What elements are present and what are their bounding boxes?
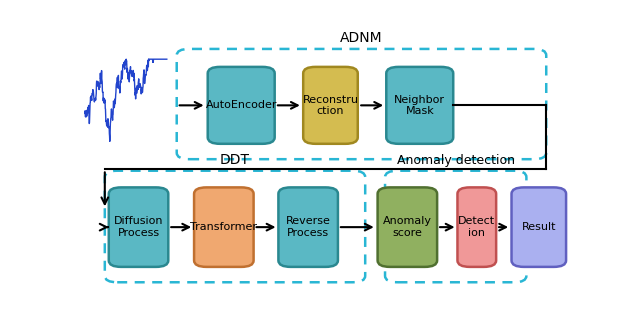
FancyBboxPatch shape xyxy=(458,187,496,267)
FancyBboxPatch shape xyxy=(387,67,453,144)
Text: Reconstru
ction: Reconstru ction xyxy=(303,95,358,116)
Text: Anomaly
score: Anomaly score xyxy=(383,216,432,238)
Text: Anomaly detection: Anomaly detection xyxy=(397,154,515,167)
FancyBboxPatch shape xyxy=(511,187,566,267)
Text: Diffusion
Process: Diffusion Process xyxy=(114,216,163,238)
Text: ADNM: ADNM xyxy=(340,31,383,45)
FancyBboxPatch shape xyxy=(303,67,358,144)
FancyBboxPatch shape xyxy=(109,187,168,267)
FancyBboxPatch shape xyxy=(378,187,437,267)
FancyBboxPatch shape xyxy=(278,187,338,267)
Text: Reverse
Process: Reverse Process xyxy=(285,216,331,238)
Text: DDT: DDT xyxy=(220,153,250,167)
FancyBboxPatch shape xyxy=(208,67,275,144)
Text: Detect
ion: Detect ion xyxy=(458,216,495,238)
Text: Transformer: Transformer xyxy=(190,222,257,232)
Text: AutoEncoder: AutoEncoder xyxy=(205,100,277,110)
Text: Neighbor
Mask: Neighbor Mask xyxy=(394,95,445,116)
Text: Result: Result xyxy=(522,222,556,232)
FancyBboxPatch shape xyxy=(194,187,253,267)
